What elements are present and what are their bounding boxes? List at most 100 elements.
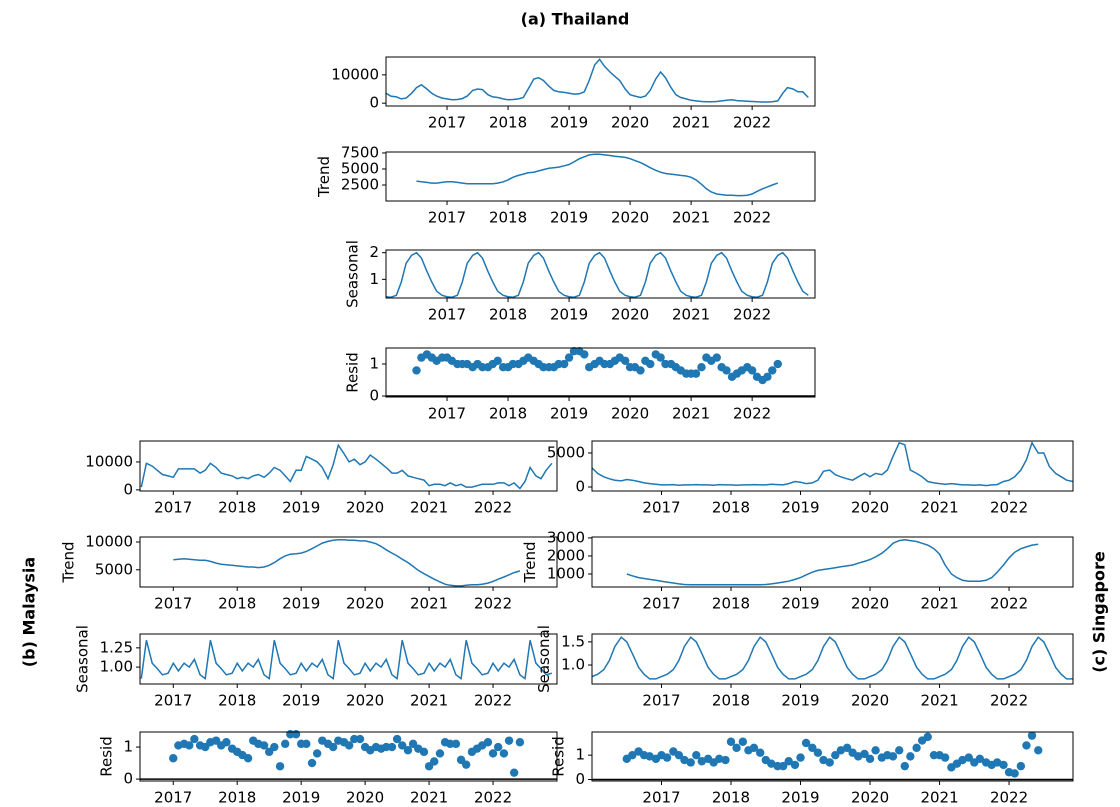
point bbox=[344, 741, 354, 750]
y-tick-label: 1.00 bbox=[100, 658, 133, 676]
point bbox=[790, 760, 800, 770]
y-tick-label: 0 bbox=[575, 770, 585, 788]
x-tick-label: 2021 bbox=[672, 306, 710, 324]
point bbox=[580, 350, 589, 359]
x-tick-label: 2022 bbox=[733, 405, 771, 423]
point bbox=[493, 742, 503, 752]
axes-frame bbox=[385, 347, 816, 398]
axes-frame bbox=[591, 536, 1074, 588]
line bbox=[385, 58, 809, 103]
y-axis-label: Resid bbox=[549, 736, 567, 776]
x-tick-label: 2018 bbox=[489, 405, 527, 423]
point bbox=[738, 737, 748, 746]
x-tick-label: 2019 bbox=[781, 692, 819, 710]
x-tick-label: 2017 bbox=[154, 692, 192, 710]
y-tick-label: 5000 bbox=[341, 159, 379, 177]
point bbox=[509, 768, 519, 777]
y-axis-label: Resid bbox=[343, 352, 361, 392]
point bbox=[628, 750, 637, 760]
y-tick-label: 1 bbox=[575, 746, 585, 764]
point bbox=[169, 754, 178, 763]
x-tick-label: 2018 bbox=[218, 692, 256, 710]
point bbox=[445, 739, 455, 749]
x-tick-label: 2019 bbox=[550, 114, 588, 132]
x-tick-label: 2020 bbox=[851, 499, 889, 517]
point bbox=[493, 356, 502, 366]
subplot: 2017 2018 2019 2020 2021 2022 0 1 Resid bbox=[97, 730, 558, 807]
point bbox=[801, 738, 811, 748]
x-tick-label: 2021 bbox=[410, 595, 448, 613]
axes-frame bbox=[139, 440, 558, 492]
x-tick-label: 2021 bbox=[672, 405, 710, 423]
y-axis-label: Seasonal bbox=[343, 240, 361, 308]
point bbox=[430, 757, 439, 766]
x-tick-label: 2018 bbox=[218, 595, 256, 613]
axes-frame bbox=[139, 731, 558, 782]
x-tick-label: 2019 bbox=[282, 692, 320, 710]
x-tick-label: 2017 bbox=[428, 306, 466, 324]
y-tick-label: 2 bbox=[369, 243, 379, 261]
point bbox=[732, 743, 741, 753]
x-tick-label: 2020 bbox=[346, 595, 384, 613]
axes-frame bbox=[139, 536, 558, 588]
point bbox=[756, 748, 765, 757]
x-tick-label: 2019 bbox=[282, 595, 320, 613]
x-tick-label: 2019 bbox=[550, 209, 588, 227]
y-tick-label: 7500 bbox=[341, 143, 379, 161]
x-tick-label: 2019 bbox=[781, 789, 819, 807]
point bbox=[768, 366, 777, 375]
point bbox=[1027, 731, 1037, 740]
point bbox=[895, 746, 904, 755]
point bbox=[270, 742, 279, 752]
y-tick-label: 10000 bbox=[331, 65, 379, 83]
x-tick-label: 2017 bbox=[642, 789, 680, 807]
point bbox=[808, 743, 817, 753]
x-tick-label: 2022 bbox=[474, 595, 512, 613]
point bbox=[940, 753, 950, 762]
line bbox=[416, 153, 779, 197]
point bbox=[280, 739, 290, 749]
line bbox=[591, 441, 1074, 487]
y-tick-label: 1.25 bbox=[100, 638, 133, 656]
point bbox=[842, 743, 852, 753]
x-tick-label: 2017 bbox=[154, 499, 192, 517]
x-tick-label: 2018 bbox=[712, 595, 750, 613]
point bbox=[721, 755, 730, 765]
subplot: 2017 2018 2019 2020 2021 2022 1.0 1.5 Seasonal bbox=[535, 625, 1074, 710]
point bbox=[715, 754, 724, 764]
y-axis-label: Trend bbox=[59, 541, 77, 583]
panel-title: (b) Malaysia bbox=[20, 557, 39, 667]
y-tick-label: 5000 bbox=[95, 560, 133, 578]
point bbox=[350, 734, 359, 744]
x-tick-label: 2020 bbox=[611, 405, 649, 423]
y-tick-label: 1 bbox=[369, 355, 379, 373]
line bbox=[173, 539, 521, 587]
point bbox=[504, 736, 514, 745]
point bbox=[355, 734, 365, 744]
point bbox=[778, 761, 788, 771]
point bbox=[392, 734, 402, 744]
subplot: 2017 2018 2019 2020 2021 2022 0 1 Resid bbox=[549, 731, 1074, 807]
axes-frame bbox=[139, 633, 558, 685]
x-tick-label: 2018 bbox=[218, 499, 256, 517]
x-tick-label: 2021 bbox=[920, 595, 958, 613]
x-tick-label: 2019 bbox=[282, 789, 320, 807]
y-tick-label: 1.0 bbox=[561, 656, 585, 674]
x-tick-label: 2020 bbox=[851, 595, 889, 613]
y-tick-label: 0 bbox=[123, 480, 133, 498]
axes-frame bbox=[385, 56, 816, 107]
x-tick-label: 2019 bbox=[781, 499, 819, 517]
panel-title: (c) Singapore bbox=[1090, 551, 1109, 673]
y-tick-label: 2000 bbox=[547, 546, 585, 564]
point bbox=[656, 353, 665, 362]
x-tick-label: 2020 bbox=[346, 499, 384, 517]
x-tick-label: 2017 bbox=[154, 595, 192, 613]
y-tick-label: 10000 bbox=[85, 452, 133, 470]
x-tick-label: 2021 bbox=[920, 692, 958, 710]
x-tick-label: 2019 bbox=[550, 405, 588, 423]
y-axis-label: Seasonal bbox=[74, 625, 92, 693]
y-axis-label: Resid bbox=[97, 736, 115, 776]
x-tick-label: 2018 bbox=[712, 499, 750, 517]
x-tick-label: 2022 bbox=[990, 789, 1028, 807]
point bbox=[900, 761, 909, 771]
